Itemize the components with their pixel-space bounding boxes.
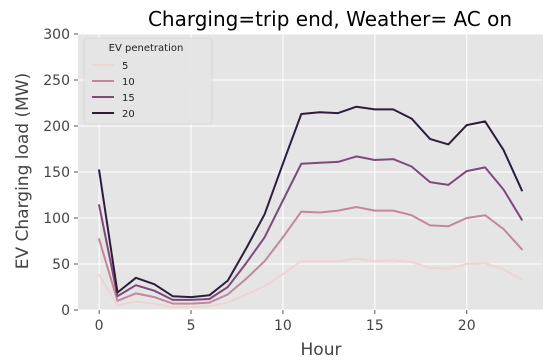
series-line-10 bbox=[98, 206, 523, 305]
y-tick-label: 250 bbox=[43, 73, 70, 89]
legend-label-20: 20 bbox=[122, 109, 135, 120]
series-line-5 bbox=[98, 257, 523, 309]
series-line-20 bbox=[98, 105, 523, 299]
legend-label-10: 10 bbox=[122, 77, 135, 88]
legend-label-15: 15 bbox=[122, 93, 135, 104]
y-tick-label: 150 bbox=[43, 165, 70, 181]
x-tick-label: 10 bbox=[274, 318, 292, 334]
series-lines bbox=[98, 105, 523, 309]
x-axis-label: Hour bbox=[301, 340, 342, 360]
x-tick-label: 5 bbox=[187, 318, 196, 334]
y-tick-label: 50 bbox=[52, 257, 70, 273]
series-line-15 bbox=[98, 155, 523, 301]
y-tick-label: 300 bbox=[43, 27, 70, 43]
chart-title: Charging=trip end, Weather= AC on bbox=[148, 7, 512, 31]
y-tick-label: 0 bbox=[61, 303, 70, 319]
x-axis-ticks: 0 5 10 15 20 bbox=[95, 310, 476, 334]
legend-title: EV penetration bbox=[109, 43, 184, 54]
y-axis-label: EV Charging load (MW) bbox=[13, 73, 33, 270]
legend: EV penetration 5 10 15 20 bbox=[83, 37, 213, 125]
x-tick-label: 0 bbox=[95, 318, 104, 334]
y-tick-label: 200 bbox=[43, 119, 70, 135]
y-tick-label: 100 bbox=[43, 211, 70, 227]
y-axis-ticks: 0 50 100 150 200 250 300 bbox=[43, 27, 78, 319]
legend-box bbox=[83, 37, 213, 125]
legend-label-5: 5 bbox=[122, 61, 128, 72]
x-tick-label: 15 bbox=[366, 318, 384, 334]
x-tick-label: 20 bbox=[458, 318, 476, 334]
